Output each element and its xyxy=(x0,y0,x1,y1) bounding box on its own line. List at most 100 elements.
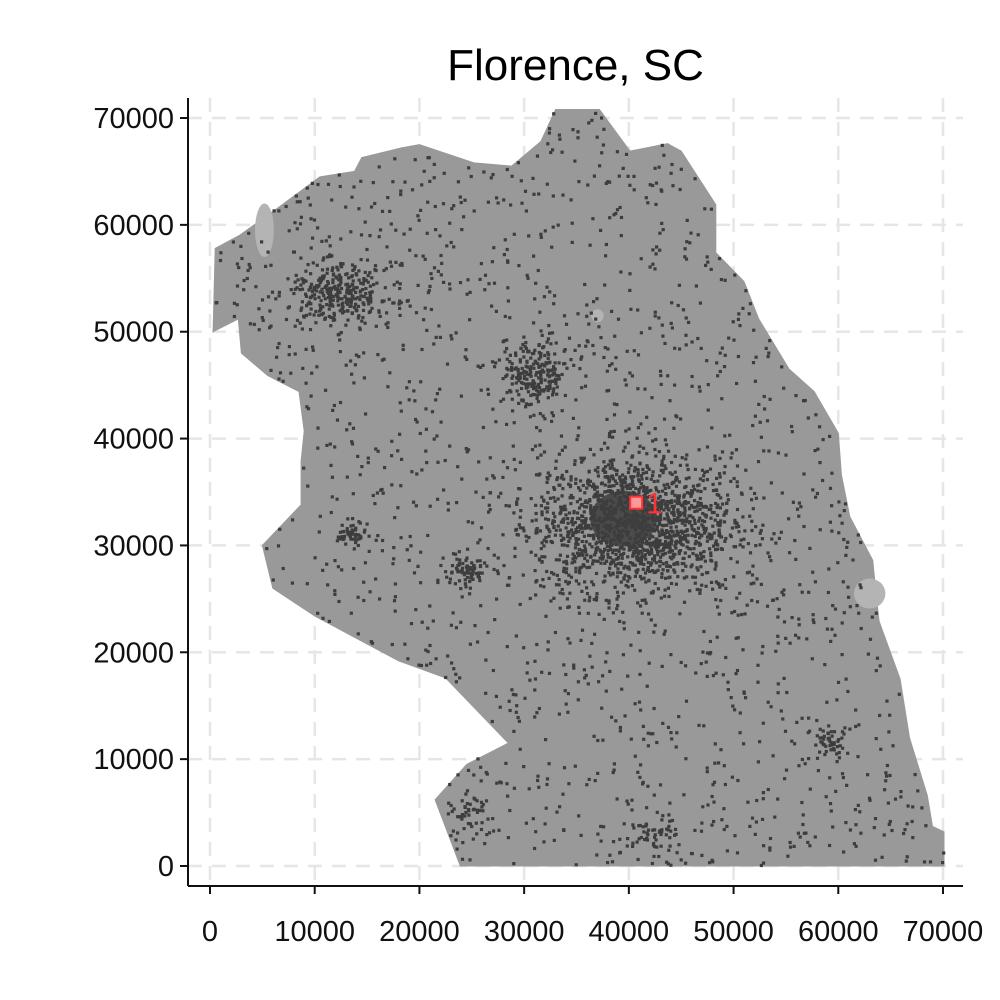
settlement-dot xyxy=(539,388,544,392)
settlement-dot xyxy=(567,511,572,515)
settlement-dot xyxy=(570,221,574,225)
settlement-dot xyxy=(846,585,850,589)
settlement-dot xyxy=(270,290,275,294)
settlement-dot xyxy=(564,571,568,575)
settlement-dot xyxy=(335,287,340,291)
settlement-dot xyxy=(736,778,740,783)
settlement-dot xyxy=(549,342,553,346)
settlement-dot xyxy=(658,504,662,508)
settlement-dot xyxy=(568,496,572,500)
settlement-dot xyxy=(905,822,909,826)
settlement-dot xyxy=(322,294,326,298)
settlement-dot xyxy=(814,495,818,499)
settlement-dot xyxy=(537,357,541,361)
settlement-dot xyxy=(462,571,466,575)
settlement-dot xyxy=(478,559,482,563)
settlement-dot xyxy=(553,361,557,365)
settlement-dot xyxy=(512,786,516,790)
settlement-dot xyxy=(317,313,321,317)
settlement-dot xyxy=(840,621,844,625)
settlement-dot xyxy=(489,176,493,180)
settlement-dot xyxy=(363,561,367,565)
settlement-dot xyxy=(473,797,477,801)
settlement-dot xyxy=(305,405,309,409)
settlement-dot xyxy=(599,447,603,452)
settlement-dot xyxy=(287,353,291,357)
settlement-dot xyxy=(336,303,340,307)
settlement-dot xyxy=(818,736,822,740)
settlement-dot xyxy=(713,518,717,522)
settlement-dot xyxy=(539,374,543,378)
settlement-dot xyxy=(445,244,449,248)
settlement-dot xyxy=(641,554,645,558)
settlement-dot xyxy=(374,447,378,451)
settlement-dot xyxy=(348,422,352,426)
settlement-dot xyxy=(586,340,590,344)
settlement-dot xyxy=(612,762,616,766)
settlement-dot xyxy=(718,585,722,589)
settlement-dot xyxy=(714,564,718,568)
settlement-dot xyxy=(645,490,649,495)
settlement-dot xyxy=(711,524,715,528)
settlement-dot xyxy=(660,323,664,327)
settlement-dot xyxy=(463,198,467,202)
settlement-dot xyxy=(359,281,363,285)
settlement-dot xyxy=(658,523,662,527)
settlement-dot xyxy=(561,792,565,796)
settlement-dot xyxy=(475,832,479,836)
settlement-dot xyxy=(579,833,583,837)
settlement-dot xyxy=(735,507,740,512)
settlement-dot xyxy=(783,729,788,733)
settlement-dot xyxy=(581,521,585,525)
settlement-dot xyxy=(611,477,615,481)
settlement-dot xyxy=(368,295,372,299)
settlement-dot xyxy=(537,364,542,368)
settlement-dot xyxy=(328,290,332,294)
settlement-dot xyxy=(577,582,581,586)
y-tick-label: 50000 xyxy=(93,317,174,349)
settlement-dot xyxy=(580,526,584,530)
light-patch xyxy=(591,309,604,323)
settlement-dot xyxy=(822,743,826,747)
settlement-dot xyxy=(479,827,484,832)
settlement-dot xyxy=(682,793,686,797)
settlement-dot xyxy=(679,660,683,665)
settlement-dot xyxy=(419,208,423,212)
settlement-dot xyxy=(606,861,610,865)
settlement-dot xyxy=(446,501,450,505)
settlement-dot xyxy=(369,205,374,209)
settlement-dot xyxy=(304,292,308,296)
settlement-dot xyxy=(550,419,554,423)
settlement-dot xyxy=(487,503,491,507)
settlement-dot xyxy=(643,571,648,575)
settlement-dot xyxy=(543,353,547,358)
settlement-dot xyxy=(698,496,702,501)
settlement-dot xyxy=(644,601,648,605)
settlement-dot xyxy=(574,527,578,532)
settlement-dot xyxy=(873,817,878,821)
settlement-dot xyxy=(572,554,577,558)
settlement-dot xyxy=(719,748,723,752)
settlement-dot xyxy=(321,277,325,281)
settlement-dot xyxy=(750,519,754,523)
settlement-dot xyxy=(384,322,388,326)
settlement-dot xyxy=(648,495,652,499)
settlement-dot xyxy=(414,417,418,422)
settlement-dot xyxy=(373,264,378,268)
settlement-dot xyxy=(660,575,664,579)
settlement-dot xyxy=(552,387,556,391)
settlement-dot xyxy=(565,562,569,566)
settlement-dot xyxy=(492,553,496,557)
settlement-dot xyxy=(601,580,605,584)
settlement-dot xyxy=(633,466,637,470)
settlement-dot xyxy=(567,539,571,543)
settlement-dot xyxy=(652,528,656,532)
settlement-dot xyxy=(542,370,546,374)
settlement-dot xyxy=(741,545,745,549)
settlement-dot xyxy=(578,571,582,575)
settlement-dot xyxy=(642,446,646,450)
settlement-dot xyxy=(325,303,329,307)
settlement-dot xyxy=(596,771,600,775)
settlement-dot xyxy=(353,265,357,269)
settlement-dot xyxy=(268,309,272,313)
